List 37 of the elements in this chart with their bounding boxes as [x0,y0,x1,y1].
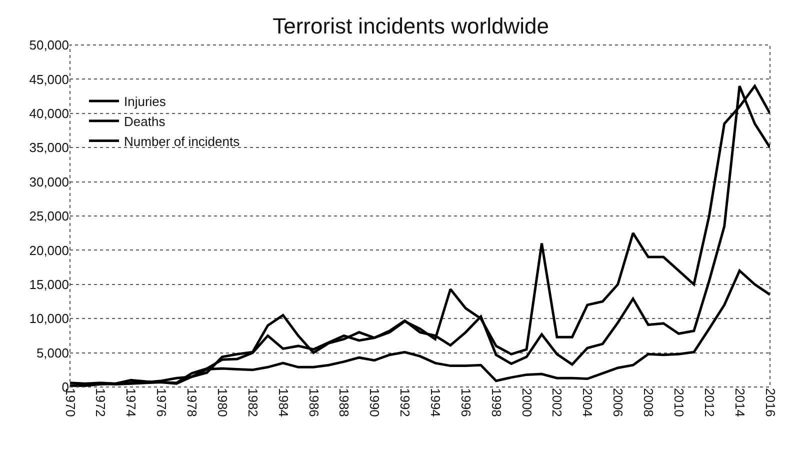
legend-label: Injuries [124,94,166,110]
x-tick-label: 1988 [336,388,352,417]
y-tick-label: 35,000 [29,140,69,156]
y-tick-label: 20,000 [29,242,69,258]
x-tick-label: 1996 [458,388,474,417]
x-tick-label: 2016 [762,388,778,417]
x-tick-label: 2002 [550,388,565,417]
y-tick-label: 25,000 [29,208,69,224]
x-tick-label: 2006 [610,388,626,417]
legend-label: Number of incidents [124,134,240,149]
x-tick-label: 2014 [732,388,748,417]
x-tick-label: 1974 [124,388,139,417]
x-tick-label: 1978 [184,388,200,417]
x-tick-label: 2012 [702,388,717,417]
y-tick-label: 10,000 [29,311,69,326]
y-tick-label: 40,000 [29,106,69,121]
x-tick-label: 2008 [641,388,656,417]
x-tick-label: 1980 [214,388,230,417]
x-tick-label: 1990 [367,388,382,417]
x-tick-label: 1986 [306,388,322,417]
y-tick-label: 50,000 [29,38,69,53]
x-tick-label: 2000 [519,388,534,417]
x-tick-label: 1992 [398,388,413,417]
y-tick-label: 15,000 [29,276,69,292]
y-tick-label: 5,000 [36,345,69,360]
x-tick-label: 1994 [428,388,443,417]
y-tick-label: 45,000 [29,72,69,87]
x-tick-label: 2004 [580,388,596,417]
x-tick-label: 1998 [488,388,504,417]
x-tick-label: 1976 [154,388,170,417]
legend-label: Deaths [124,114,166,129]
chart-title: Terrorist incidents worldwide [272,14,549,39]
x-tick-label: 2010 [671,388,686,417]
x-tick-label: 1972 [93,388,108,417]
x-tick-label: 1982 [245,388,260,417]
x-tick-label: 1984 [276,388,291,417]
y-tick-label: 30,000 [29,174,69,190]
